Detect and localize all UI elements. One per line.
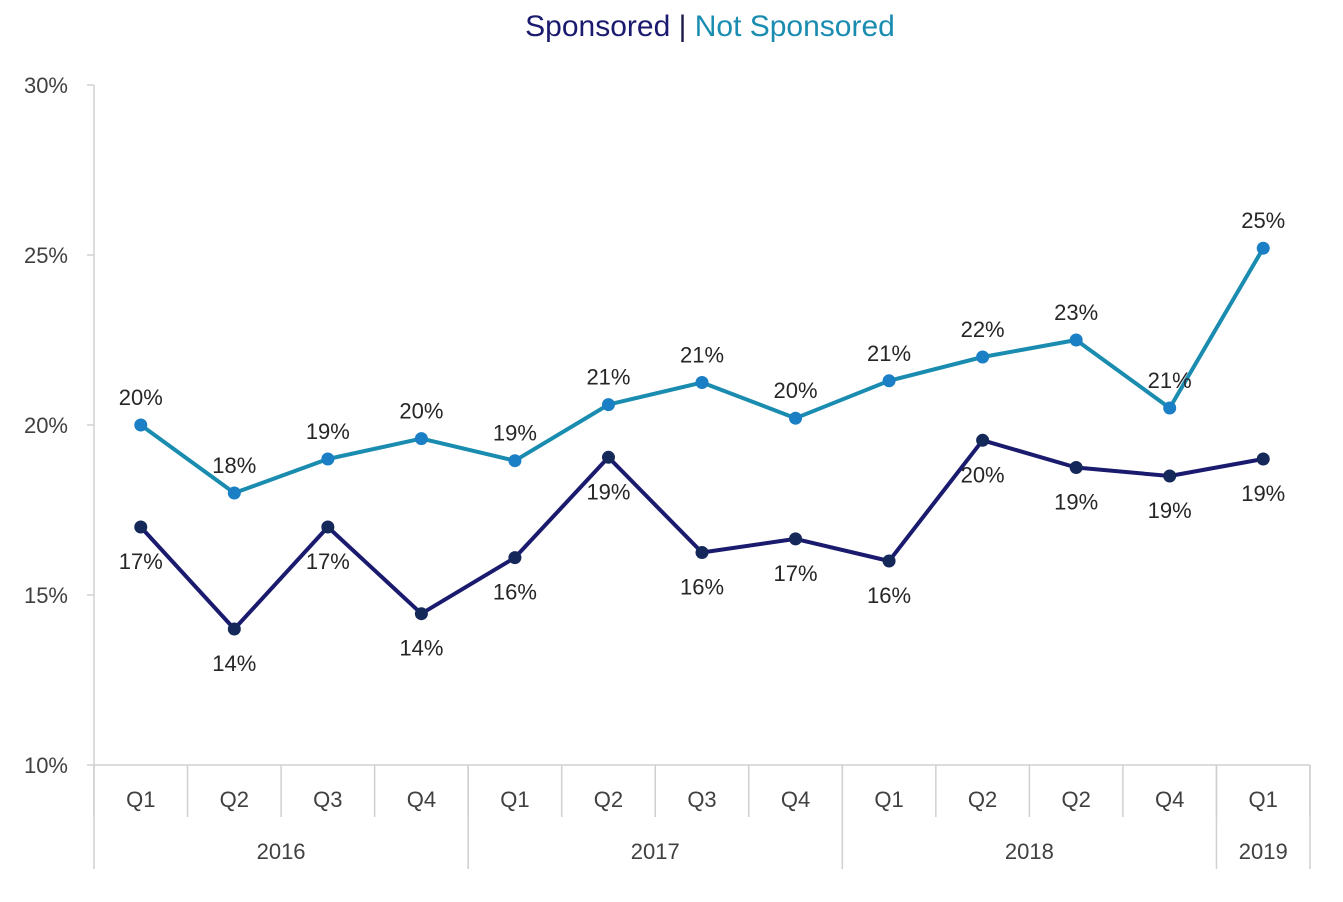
data-point [414, 607, 428, 621]
data-point [1163, 401, 1177, 415]
data-point [508, 454, 522, 468]
series-layer [134, 241, 1270, 636]
x-tick-label: Q3 [687, 787, 716, 812]
data-label: 18% [212, 453, 256, 478]
data-label: 16% [680, 575, 724, 600]
data-point [976, 433, 990, 447]
data-point [1069, 461, 1083, 474]
x-tick-label: Q4 [781, 787, 810, 812]
data-point [321, 520, 335, 534]
data-label: 22% [961, 317, 1005, 342]
data-label: 19% [493, 421, 537, 446]
data-point [695, 546, 709, 559]
x-group-label: 2017 [631, 839, 680, 864]
data-point [1163, 469, 1177, 483]
data-point [695, 376, 709, 389]
data-label: 19% [586, 479, 630, 504]
data-point [789, 532, 803, 546]
data-point [976, 350, 990, 364]
x-tick-label: Q2 [968, 787, 997, 812]
data-label: 20% [774, 378, 818, 403]
x-tick-label: Q3 [313, 787, 342, 812]
data-label: 20% [399, 399, 443, 424]
data-label: 17% [119, 549, 163, 574]
data-point [1256, 241, 1270, 255]
data-label: 16% [493, 580, 537, 605]
y-tick-label: 30% [24, 73, 68, 98]
data-label: 23% [1054, 300, 1098, 325]
data-labels-layer: 20% 18% 19% 20% 19% 21% 21% 20% 21% 22% 23% 21% 25% 1… [119, 208, 1286, 676]
data-label: 19% [1241, 481, 1285, 506]
x-tick-label: Q1 [126, 787, 155, 812]
data-label: 19% [306, 419, 350, 444]
x-tick-label: Q2 [594, 787, 623, 812]
y-tick-label: 10% [24, 753, 68, 778]
data-point [601, 450, 615, 464]
data-label: 21% [680, 343, 724, 368]
data-label: 20% [119, 385, 163, 410]
x-tick-label: Q1 [1249, 787, 1278, 812]
y-tick-label: 20% [24, 413, 68, 438]
data-label: 19% [1148, 498, 1192, 523]
data-point [134, 520, 148, 534]
data-point [227, 622, 241, 636]
data-point [321, 452, 335, 466]
x-tick-label: Q4 [407, 787, 436, 812]
x-tick-label: Q2 [1061, 787, 1090, 812]
chart-title-part-2: Not Sponsored [695, 10, 895, 43]
data-point [882, 374, 896, 388]
chart-title-part-0: Sponsored [525, 10, 670, 43]
x-group-label: 2016 [257, 839, 306, 864]
data-point [134, 418, 148, 432]
data-point [227, 486, 241, 500]
series-line-0 [139, 247, 1265, 495]
data-label: 16% [867, 583, 911, 608]
data-label: 14% [399, 636, 443, 661]
data-label: 19% [1054, 490, 1098, 515]
data-label: 14% [212, 651, 256, 676]
x-tick-label: Q1 [500, 787, 529, 812]
data-label: 21% [867, 341, 911, 366]
chart-title-part-1: | [670, 10, 694, 43]
data-label: 25% [1241, 208, 1285, 233]
x-tick-label: Q2 [220, 787, 249, 812]
x-tick-label: Q4 [1155, 787, 1184, 812]
data-point [414, 432, 428, 446]
data-label: 21% [586, 365, 630, 390]
data-point [1069, 333, 1083, 347]
data-label: 17% [774, 561, 818, 586]
y-tick-label: 15% [24, 583, 68, 608]
data-point [508, 551, 522, 565]
x-group-label: 2018 [1005, 839, 1054, 864]
y-tick-label: 25% [24, 243, 68, 268]
data-label: 21% [1148, 368, 1192, 393]
data-label: 17% [306, 549, 350, 574]
data-point [1256, 452, 1270, 466]
chart-title: Sponsored | Not Sponsored [525, 10, 895, 43]
series-line-1 [139, 438, 1264, 631]
data-label: 20% [961, 462, 1005, 487]
data-point [882, 554, 896, 568]
data-point [601, 398, 615, 412]
data-point [789, 411, 803, 425]
axes: 10% 15% 20% 25% 30% Q1 Q2 Q3 Q4 Q1 Q2 Q3 Q4 Q1 Q2 Q2 Q4 Q… [24, 73, 1311, 869]
x-tick-label: Q1 [874, 787, 903, 812]
x-group-label: 2019 [1239, 839, 1288, 864]
